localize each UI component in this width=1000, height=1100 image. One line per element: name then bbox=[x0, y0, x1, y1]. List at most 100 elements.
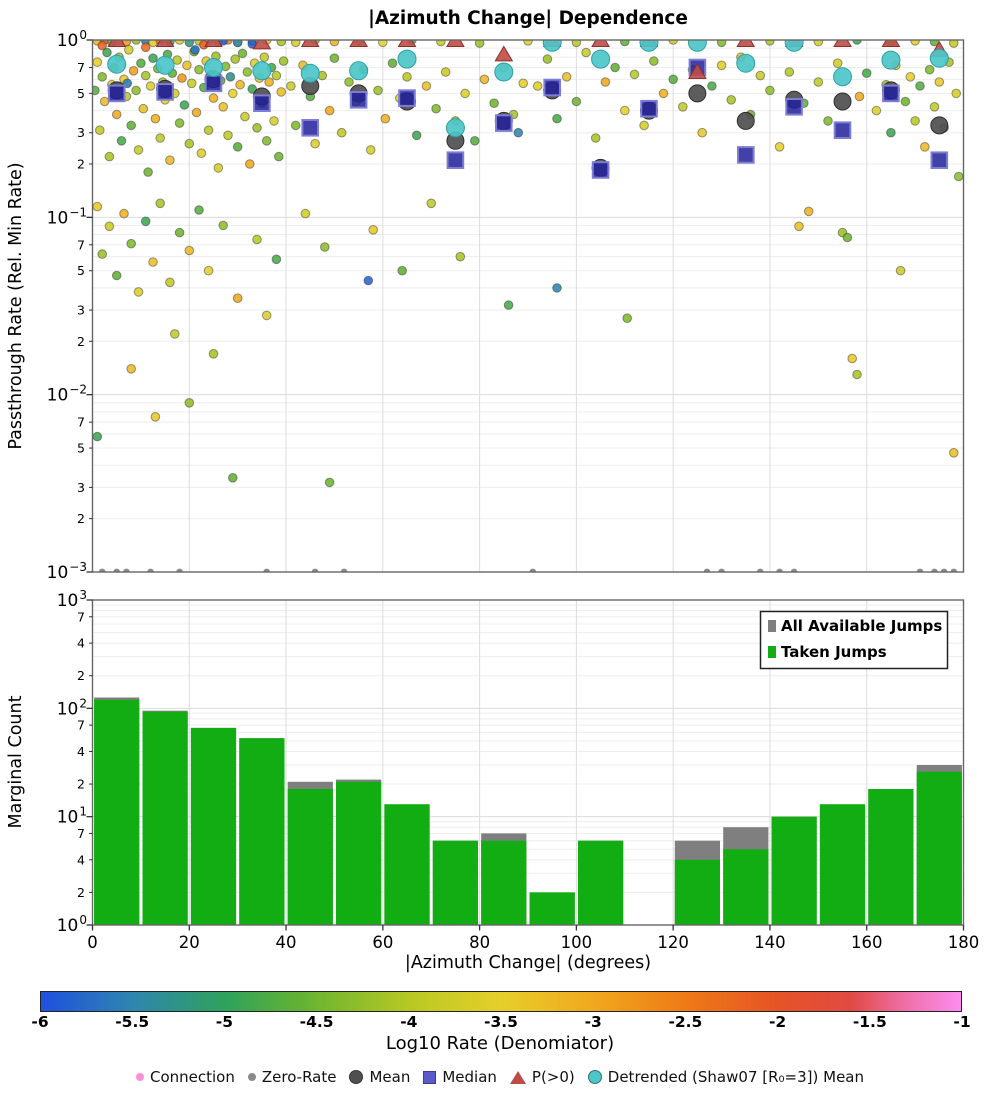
colorbar-ticks: -6 -5.5 -5 -4.5 -4 -3.5 -3 -2.5 -2 -1.5 -1 bbox=[31, 1013, 970, 1033]
detrended-marker bbox=[203, 58, 223, 77]
scatter-point bbox=[194, 64, 204, 75]
y-tick-label-major: 10−3 bbox=[47, 560, 87, 583]
scatter-point bbox=[716, 60, 727, 71]
histogram-bar-taken bbox=[336, 781, 382, 925]
median-marker-icon bbox=[423, 1070, 437, 1084]
scatter-point bbox=[274, 151, 284, 162]
zero-rate-point bbox=[147, 568, 154, 572]
histogram-legend: All Available Jumps Taken Jumps bbox=[759, 610, 949, 670]
detrended-marker bbox=[252, 61, 272, 81]
histogram-bar-taken bbox=[578, 840, 624, 925]
scatter-point bbox=[150, 412, 161, 422]
scatter-point bbox=[218, 220, 228, 231]
scatter-point bbox=[784, 67, 795, 77]
scatter-point bbox=[503, 300, 514, 310]
scatter-point bbox=[336, 127, 347, 138]
zero-rate-point bbox=[756, 568, 764, 572]
x-tick-label: 120 bbox=[657, 933, 689, 952]
scatter-point bbox=[378, 40, 388, 48]
scatter-point bbox=[329, 53, 340, 64]
detrended-marker bbox=[155, 55, 175, 75]
scatter-point bbox=[571, 40, 582, 48]
median-marker bbox=[591, 161, 610, 179]
p-gt0-marker bbox=[397, 40, 417, 47]
zero-rate-point bbox=[718, 568, 725, 572]
median-marker bbox=[785, 98, 803, 116]
scatter-point bbox=[232, 293, 243, 304]
scatter-point bbox=[208, 349, 219, 359]
scatter-point bbox=[470, 136, 480, 146]
scatter-point bbox=[847, 353, 858, 364]
p-gt0-marker bbox=[881, 40, 901, 47]
scatter-point bbox=[910, 116, 920, 126]
scatter-point bbox=[380, 113, 391, 124]
scatter-point bbox=[324, 477, 335, 488]
scatter-point bbox=[190, 45, 200, 55]
scatter-point bbox=[668, 74, 679, 85]
y-tick-label-minor: 2 bbox=[77, 777, 85, 792]
scatter-point bbox=[581, 47, 591, 58]
y-tick-label-minor: 4 bbox=[77, 852, 85, 867]
histogram-bar-taken bbox=[723, 849, 769, 925]
y-tick-label-minor: 3 bbox=[77, 125, 85, 140]
scatter-point bbox=[610, 62, 620, 73]
scatter-point bbox=[191, 107, 202, 118]
histogram-bar-taken bbox=[674, 859, 720, 925]
p-gt0-marker bbox=[349, 40, 369, 47]
scatter-point bbox=[170, 329, 180, 339]
scatter-point bbox=[143, 167, 153, 177]
zero-rate-point bbox=[98, 568, 106, 572]
x-tick-label: 140 bbox=[754, 933, 786, 952]
colorbar-tick-label: -2 bbox=[768, 1013, 787, 1031]
scatter-point bbox=[600, 77, 611, 87]
y-tick-label-minor: 2 bbox=[77, 156, 85, 171]
detrended-marker bbox=[542, 40, 562, 52]
p-gt0-marker bbox=[833, 40, 852, 47]
p-gt0-marker bbox=[687, 63, 707, 80]
detrended-marker bbox=[349, 61, 369, 81]
scatter-data bbox=[92, 40, 964, 572]
scatter-point bbox=[218, 102, 228, 112]
histogram-bar-taken bbox=[481, 840, 527, 925]
detrended-marker bbox=[929, 48, 949, 68]
detrended-marker bbox=[736, 53, 756, 73]
scatter-point bbox=[247, 84, 257, 94]
scatter-point bbox=[97, 40, 107, 51]
scatter-point bbox=[726, 95, 737, 105]
y-tick-label-minor: 5 bbox=[77, 441, 85, 456]
histogram-bar-taken bbox=[916, 771, 962, 925]
scatter-point bbox=[900, 96, 911, 107]
x-tick-label: 180 bbox=[948, 933, 980, 952]
scatter-point bbox=[203, 265, 214, 276]
detrended-marker bbox=[687, 40, 707, 52]
scatter-point bbox=[165, 277, 175, 288]
colorbar-tick-label: -5.5 bbox=[115, 1013, 150, 1031]
median-marker bbox=[495, 114, 513, 132]
scatter-point bbox=[479, 74, 490, 85]
y-tick-label-major: 102 bbox=[57, 696, 87, 719]
y-tick-label-minor: 7 bbox=[77, 718, 85, 733]
scatter-point bbox=[92, 431, 103, 442]
scatter-point bbox=[140, 216, 151, 227]
scatter-point bbox=[852, 369, 862, 380]
scatter-point bbox=[552, 283, 562, 293]
scatter-point bbox=[489, 98, 499, 108]
median-marker bbox=[882, 84, 900, 103]
figure-legend-item: Mean bbox=[349, 1068, 410, 1086]
colorbar-label: Log10 Rate (Denomiator) bbox=[385, 1033, 615, 1054]
scatter-point bbox=[92, 57, 103, 68]
scatter-point bbox=[622, 313, 633, 324]
scatter-point bbox=[177, 73, 187, 83]
y-tick-label-minor: 7 bbox=[77, 60, 85, 75]
y-tick-label-minor: 2 bbox=[77, 511, 85, 526]
scatter-point bbox=[240, 111, 250, 122]
histogram-bar-taken bbox=[287, 789, 333, 925]
colorbar-tick-label: -4.5 bbox=[299, 1013, 334, 1031]
scatter-point bbox=[128, 66, 139, 76]
p-gt0-marker bbox=[494, 45, 514, 62]
y-tick-label-minor: 7 bbox=[77, 826, 85, 841]
scatter-point bbox=[150, 113, 161, 124]
scatter-point bbox=[126, 120, 136, 131]
scatter-point bbox=[765, 85, 775, 96]
